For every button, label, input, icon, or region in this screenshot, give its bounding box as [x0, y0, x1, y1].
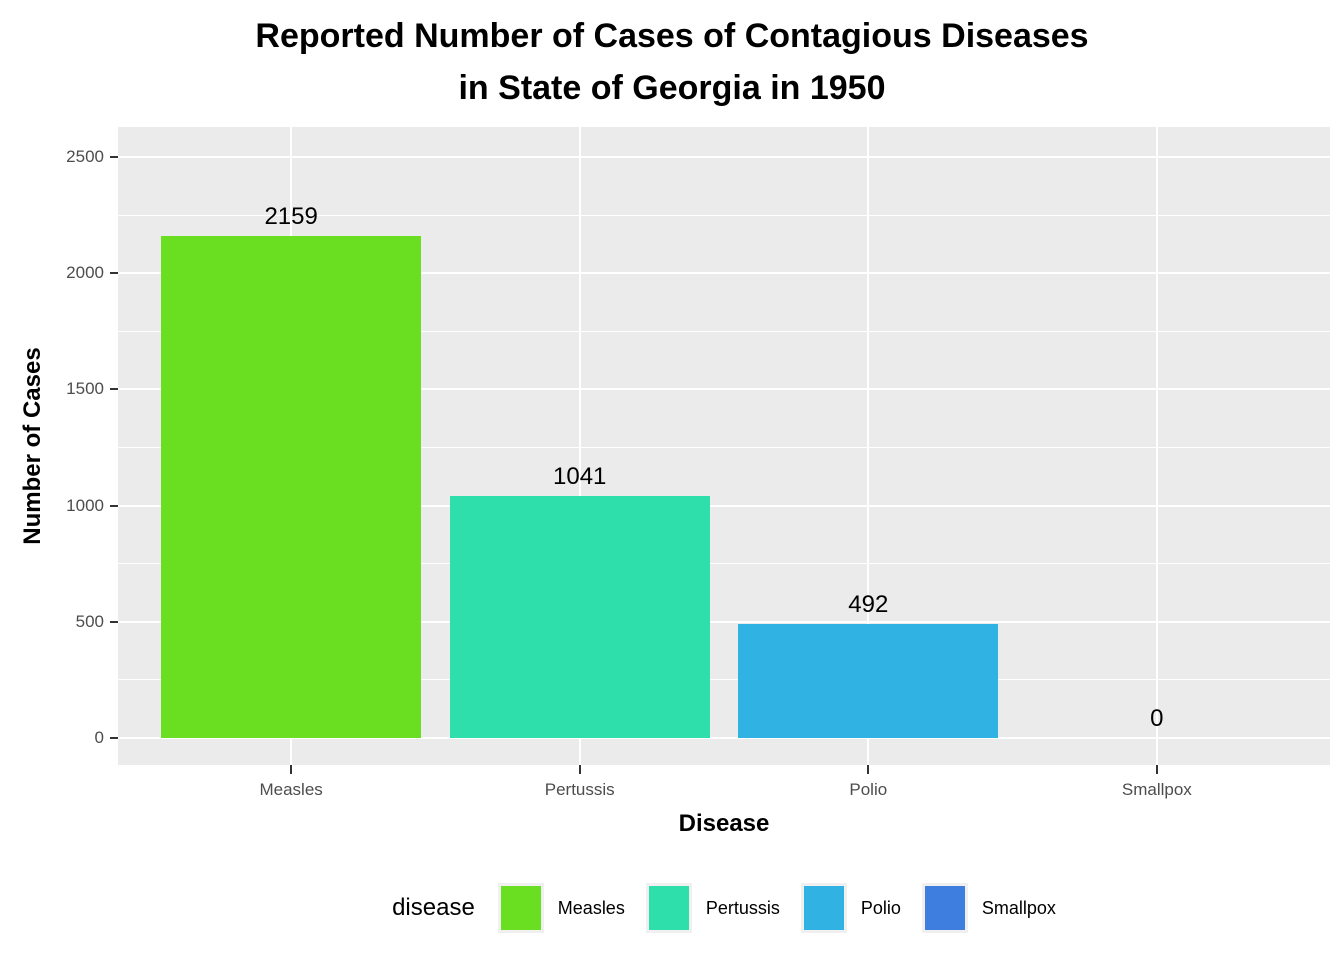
x-tick	[290, 765, 293, 774]
bar-value-label: 492	[848, 590, 889, 618]
gridline-minor	[118, 330, 1330, 332]
legend-title: disease	[392, 894, 475, 921]
legend-key	[497, 883, 544, 933]
gridline-major	[118, 620, 1330, 623]
legend-label: Pertussis	[705, 897, 780, 918]
chart-title-line1: Reported Number of Cases of Contagious D…	[255, 17, 1089, 55]
y-tick-label: 0	[94, 728, 104, 747]
plot-panel: 2159 1041 492 0	[118, 127, 1330, 765]
legend-item: Pertussis	[645, 883, 780, 933]
y-tick	[110, 620, 118, 623]
gridline-major	[118, 737, 1330, 739]
gridline-vertical	[867, 127, 870, 765]
legend-item: Smallpox	[921, 883, 1056, 933]
y-tick-label: 2500	[66, 147, 104, 166]
legend-key	[921, 883, 968, 933]
x-tick-label: Polio	[849, 780, 888, 799]
y-tick-label: 1500	[66, 379, 104, 399]
x-axis-title: Disease	[678, 810, 770, 837]
legend: disease Measles Pertussis Polio Smallpox	[118, 879, 1330, 937]
bar-value-label: 1041	[553, 463, 607, 491]
gridline-vertical	[578, 127, 581, 765]
gridline-vertical	[1155, 127, 1158, 765]
chart-title: Reported Number of Cases of Contagious D…	[0, 10, 1344, 114]
legend-swatch-measles	[500, 886, 541, 930]
gridline-minor	[118, 679, 1330, 681]
y-tick-label: 2000	[66, 263, 104, 283]
bar-value-label: 2159	[264, 203, 318, 231]
y-tick-label: 1000	[66, 495, 104, 515]
x-tick-label: Measles	[259, 780, 323, 799]
gridline-major	[118, 388, 1330, 391]
y-tick	[110, 272, 118, 275]
chart-title-line2: in State of Georgia in 1950	[458, 69, 886, 107]
legend-key	[645, 883, 692, 933]
bar-value-label: 0	[1150, 705, 1164, 732]
gridline-major	[118, 156, 1330, 158]
legend-item: Polio	[800, 883, 901, 933]
x-tick	[578, 765, 581, 774]
legend-label: Smallpox	[981, 897, 1056, 918]
y-tick	[110, 388, 118, 391]
gridline-minor	[118, 447, 1330, 448]
y-tick-label: 500	[75, 611, 104, 631]
gridline-minor	[118, 214, 1330, 216]
bar-pertussis	[449, 496, 710, 738]
bar-polio	[738, 623, 999, 738]
gridline-major	[118, 272, 1330, 275]
x-tick	[1155, 765, 1158, 774]
legend-swatch-smallpox	[924, 886, 965, 930]
gridline-major	[118, 504, 1330, 507]
y-axis-title: Number of Cases	[19, 347, 46, 545]
bar-measles	[161, 236, 421, 738]
gridline-minor	[118, 563, 1330, 565]
legend-swatch-pertussis	[648, 886, 689, 930]
x-tick-label: Pertussis	[544, 780, 615, 799]
legend-key	[800, 883, 847, 933]
legend-label: Polio	[860, 897, 901, 918]
legend-item: Measles	[497, 883, 625, 933]
y-tick	[110, 156, 118, 158]
legend-label: Measles	[557, 897, 625, 918]
x-tick	[867, 765, 870, 774]
y-tick	[110, 737, 118, 739]
legend-swatch-polio	[803, 886, 844, 930]
x-tick-label: Smallpox	[1121, 780, 1192, 799]
y-tick	[110, 504, 118, 507]
